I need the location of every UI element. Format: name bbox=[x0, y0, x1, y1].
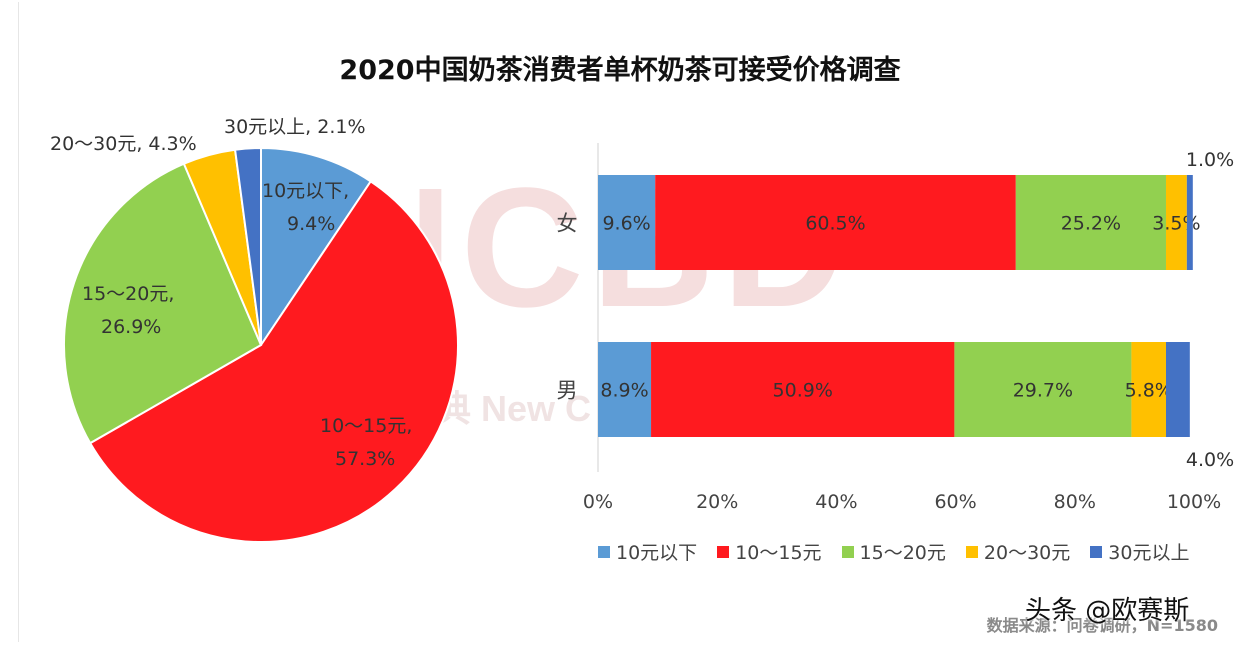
legend-label: 10～15元 bbox=[735, 542, 822, 564]
category-label-1: 男 bbox=[557, 379, 578, 403]
bar-data-label: 5.8% bbox=[1125, 380, 1173, 402]
bar-segment bbox=[651, 342, 955, 437]
category-label-0: 女 bbox=[557, 212, 578, 236]
legend-item: 10～15元 bbox=[717, 538, 822, 565]
pie-label-0: 10元以下, 9.4% bbox=[262, 180, 349, 235]
bar-data-label: 3.5% bbox=[1152, 213, 1200, 235]
credit-watermark: 头条 @欧赛斯 bbox=[1025, 596, 1190, 626]
watermark-sub: 典 New C bbox=[435, 388, 592, 429]
legend-label: 10元以下 bbox=[616, 542, 698, 564]
bar-data-label: 8.9% bbox=[600, 380, 648, 402]
bar-segment bbox=[598, 342, 652, 437]
legend-swatch bbox=[598, 545, 610, 558]
chart-frame bbox=[18, 2, 1240, 642]
pie-slice-2 bbox=[63, 162, 263, 445]
pie-label-line: 15～20元, bbox=[82, 283, 174, 305]
bar-segment bbox=[1131, 342, 1166, 437]
bar-data-label: 29.7% bbox=[1013, 380, 1073, 402]
bar-data-label: 9.6% bbox=[602, 213, 650, 235]
bar-segment bbox=[1186, 175, 1193, 270]
legend-item: 30元以上 bbox=[1090, 538, 1189, 565]
pie-slice-0 bbox=[260, 146, 373, 349]
bar-segment bbox=[1015, 175, 1166, 270]
x-tick-label: 40% bbox=[815, 491, 857, 513]
bar-segment bbox=[1165, 175, 1187, 270]
pie-slice-1 bbox=[88, 179, 459, 543]
pie-label-1: 10～15元, 57.3% bbox=[320, 415, 412, 470]
legend-label: 30元以上 bbox=[1108, 542, 1190, 564]
chart-title: 2020中国奶茶消费者单杯奶茶可接受价格调查 bbox=[339, 55, 901, 86]
legend-item: 15～20元 bbox=[841, 538, 946, 565]
bar-data-label: 25.2% bbox=[1061, 213, 1121, 235]
pie-slice-4 bbox=[233, 146, 262, 346]
pie-label-3: 20～30元, 4.3% bbox=[50, 133, 197, 155]
legend-label: 20～30元 bbox=[983, 542, 1071, 564]
pie-label-line: 30元以上, 2.1% bbox=[224, 116, 366, 138]
legend-item: 20～30元 bbox=[965, 538, 1071, 565]
pie-label-line: 9.4% bbox=[287, 213, 335, 235]
pie-label-line: 57.3% bbox=[335, 448, 395, 470]
pie-label-line: 20～30元, 4.3% bbox=[50, 133, 197, 155]
legend-swatch bbox=[717, 545, 730, 558]
legend-swatch bbox=[965, 545, 978, 558]
pie-label-line: 26.9% bbox=[101, 316, 161, 338]
pie-label-line: 10元以下, bbox=[262, 180, 349, 202]
legend-label: 15～20元 bbox=[859, 542, 946, 564]
x-tick-label: 60% bbox=[934, 491, 976, 513]
pie-label-line: 10～15元, bbox=[320, 415, 412, 437]
bar-segment bbox=[598, 175, 656, 270]
x-tick-label: 0% bbox=[583, 491, 613, 513]
bar-segment bbox=[954, 342, 1132, 437]
bar-data-label: 50.9% bbox=[773, 380, 833, 402]
pie-label-2: 15～20元, 26.9% bbox=[82, 283, 174, 338]
x-tick-label: 20% bbox=[696, 491, 738, 513]
bar-data-label: 1.0% bbox=[1186, 149, 1234, 171]
bar-segment bbox=[1165, 342, 1190, 437]
x-tick-label: 100% bbox=[1167, 491, 1221, 513]
data-source: 数据来源：问卷调研，N=1580 bbox=[986, 616, 1218, 635]
legend-swatch bbox=[841, 545, 854, 558]
bar-data-label: 4.0% bbox=[1186, 449, 1234, 471]
legend-item: 10元以下 bbox=[598, 538, 697, 565]
pie-label-4: 30元以上, 2.1% bbox=[224, 116, 366, 138]
stacked-bar-chart: 0% 20% 40% 60% 80% 100% 女男 9.6% 60.5% 25.2% 3.5% 1.… bbox=[557, 143, 1234, 513]
bar-segment bbox=[655, 175, 1016, 270]
bar-data-label: 60.5% bbox=[805, 213, 865, 235]
legend: 10元以下 10～15元 15～20元 20～30元 30元以上 bbox=[598, 538, 1209, 565]
pie-chart: 10元以下, 9.4% 10～15元, 57.3% 15～20元, 26.9% 20～30元… bbox=[50, 116, 459, 543]
x-tick-label: 80% bbox=[1054, 491, 1096, 513]
legend-swatch bbox=[1090, 545, 1103, 558]
